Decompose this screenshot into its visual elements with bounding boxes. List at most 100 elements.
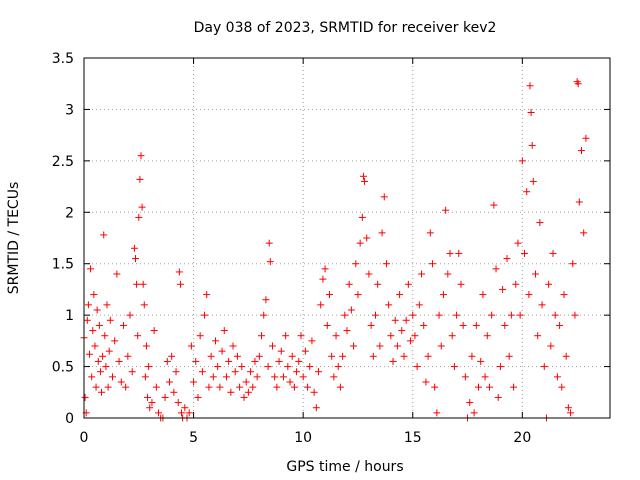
data-point bbox=[293, 368, 301, 376]
data-point bbox=[155, 409, 163, 417]
data-point bbox=[174, 399, 182, 407]
data-point bbox=[207, 352, 215, 360]
data-point bbox=[99, 352, 107, 360]
data-point bbox=[503, 255, 511, 263]
data-point bbox=[446, 249, 454, 257]
data-point bbox=[339, 352, 347, 360]
data-point bbox=[545, 280, 553, 288]
data-point bbox=[453, 311, 461, 319]
data-point bbox=[523, 188, 531, 196]
data-point bbox=[92, 383, 100, 391]
data-point bbox=[139, 280, 147, 288]
data-point bbox=[361, 177, 369, 185]
data-point bbox=[431, 383, 439, 391]
data-point bbox=[181, 404, 189, 412]
data-point bbox=[172, 368, 180, 376]
data-point bbox=[124, 352, 132, 360]
y-tick-label: 1.5 bbox=[52, 257, 74, 273]
data-point bbox=[253, 373, 261, 381]
data-point bbox=[319, 275, 327, 283]
data-point bbox=[418, 270, 426, 278]
data-point bbox=[371, 311, 379, 319]
data-point bbox=[345, 280, 353, 288]
data-point bbox=[203, 291, 211, 299]
data-point bbox=[385, 301, 393, 309]
data-point bbox=[108, 373, 116, 381]
data-point bbox=[148, 399, 156, 407]
data-point bbox=[101, 332, 109, 340]
data-point bbox=[514, 239, 522, 247]
data-point bbox=[310, 388, 318, 396]
data-point bbox=[218, 347, 226, 355]
data-point bbox=[262, 296, 270, 304]
data-point bbox=[560, 291, 568, 299]
data-point bbox=[126, 311, 134, 319]
grid-lines bbox=[84, 58, 610, 418]
data-point bbox=[483, 332, 491, 340]
data-point bbox=[138, 203, 146, 211]
data-point bbox=[575, 198, 583, 206]
data-point bbox=[359, 172, 367, 180]
data-point bbox=[325, 291, 333, 299]
data-point bbox=[190, 378, 198, 386]
data-point bbox=[562, 352, 570, 360]
data-point bbox=[363, 234, 371, 242]
data-point bbox=[227, 388, 235, 396]
data-point bbox=[236, 383, 244, 391]
data-point bbox=[141, 373, 149, 381]
data-point bbox=[582, 134, 590, 142]
data-point bbox=[549, 249, 557, 257]
data-point bbox=[187, 342, 195, 350]
data-point bbox=[89, 327, 97, 335]
data-point bbox=[407, 337, 415, 345]
data-point bbox=[284, 363, 292, 371]
data-point bbox=[391, 316, 399, 324]
data-point bbox=[88, 373, 96, 381]
x-tick-label: 5 bbox=[189, 430, 198, 446]
data-point bbox=[198, 368, 206, 376]
plot-frame bbox=[83, 57, 611, 419]
x-axis-ticks: 0 5 10 15 20 bbox=[80, 58, 531, 446]
data-point bbox=[461, 373, 469, 381]
data-point bbox=[163, 357, 171, 365]
data-point bbox=[299, 373, 307, 381]
data-point bbox=[479, 291, 487, 299]
data-point bbox=[128, 368, 136, 376]
data-point bbox=[404, 280, 412, 288]
data-point bbox=[437, 342, 445, 350]
data-point bbox=[279, 373, 287, 381]
data-point bbox=[216, 383, 224, 391]
data-point bbox=[518, 157, 526, 165]
data-point bbox=[145, 363, 153, 371]
data-point bbox=[321, 265, 329, 273]
data-point bbox=[374, 280, 382, 288]
data-point bbox=[266, 258, 274, 266]
data-point bbox=[113, 270, 121, 278]
data-point bbox=[247, 368, 255, 376]
data-point bbox=[528, 141, 536, 149]
data-point bbox=[122, 383, 130, 391]
data-point bbox=[516, 311, 524, 319]
data-point bbox=[90, 291, 98, 299]
data-point bbox=[308, 337, 316, 345]
data-point bbox=[455, 249, 463, 257]
data-point bbox=[527, 109, 535, 117]
data-point bbox=[306, 363, 314, 371]
data-point bbox=[168, 352, 176, 360]
data-point bbox=[95, 321, 103, 329]
data-point bbox=[505, 352, 513, 360]
data-point bbox=[367, 321, 375, 329]
data-point bbox=[477, 357, 485, 365]
data-point bbox=[258, 332, 266, 340]
data-point bbox=[334, 363, 342, 371]
data-point bbox=[420, 321, 428, 329]
data-point bbox=[142, 342, 150, 350]
data-point bbox=[389, 357, 397, 365]
data-point bbox=[244, 388, 252, 396]
data-point bbox=[343, 327, 351, 335]
data-point bbox=[146, 404, 154, 412]
data-point bbox=[347, 306, 355, 314]
data-point bbox=[365, 270, 373, 278]
data-point bbox=[475, 383, 482, 391]
data-point bbox=[435, 311, 443, 319]
